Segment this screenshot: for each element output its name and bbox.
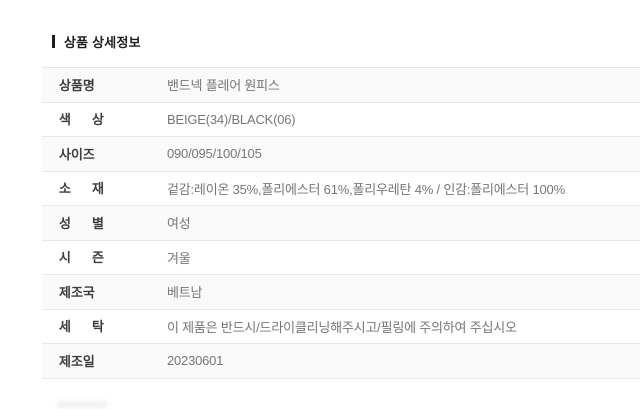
section-header: 상품 상세정보 bbox=[52, 33, 141, 50]
cutoff-next-section-artifact bbox=[57, 401, 107, 408]
table-row-product-name: 상품명 밴드넥 플레어 원피스 bbox=[42, 68, 640, 103]
row-label: 세 탁 bbox=[59, 319, 104, 335]
row-label: 사이즈 bbox=[59, 146, 95, 162]
row-label: 제조국 bbox=[59, 284, 95, 300]
row-label-cell: 제조일 bbox=[42, 351, 167, 371]
row-label-cell: 성 별 bbox=[42, 213, 167, 233]
row-label-cell: 제조국 bbox=[42, 282, 167, 302]
table-row-country: 제조국 베트남 bbox=[42, 275, 640, 310]
row-value: 이 제품은 반드시/드라이클리닝해주시고/필링에 주의하여 주십시오 bbox=[167, 319, 517, 335]
row-value: 겨울 bbox=[167, 250, 191, 266]
row-value: BEIGE(34)/BLACK(06) bbox=[167, 111, 296, 127]
row-label-cell: 소 재 bbox=[42, 178, 167, 198]
table-row-size: 사이즈 090/095/100/105 bbox=[42, 137, 640, 172]
product-spec-table: 상품명 밴드넥 플레어 원피스 색 상 BEIGE(34)/BLACK(06) … bbox=[42, 67, 640, 379]
row-label: 소 재 bbox=[59, 181, 104, 197]
table-row-manufacture-date: 제조일 20230601 bbox=[42, 344, 640, 379]
table-row-color: 색 상 BEIGE(34)/BLACK(06) bbox=[42, 102, 640, 137]
table-row-season: 시 즌 겨울 bbox=[42, 240, 640, 275]
row-label: 제조일 bbox=[59, 353, 95, 369]
row-label: 색 상 bbox=[59, 112, 104, 128]
section-title: 상품 상세정보 bbox=[64, 34, 141, 50]
title-accent-bar-icon bbox=[52, 34, 55, 48]
table-row-gender: 성 별 여성 bbox=[42, 206, 640, 241]
row-value: 밴드넥 플레어 원피스 bbox=[167, 78, 280, 94]
row-value: 20230601 bbox=[167, 353, 224, 369]
row-label-cell: 세 탁 bbox=[42, 316, 167, 336]
row-value: 090/095/100/105 bbox=[167, 146, 262, 162]
row-label-cell: 시 즌 bbox=[42, 247, 167, 267]
row-label: 시 즌 bbox=[59, 250, 104, 266]
table-row-washing: 세 탁 이 제품은 반드시/드라이클리닝해주시고/필링에 주의하여 주십시오 bbox=[42, 309, 640, 344]
row-value: 여성 bbox=[167, 216, 191, 232]
row-label-cell: 상품명 bbox=[42, 75, 167, 95]
row-label: 성 별 bbox=[59, 215, 104, 231]
row-label-cell: 색 상 bbox=[42, 109, 167, 129]
row-value: 베트남 bbox=[167, 285, 203, 301]
row-label-cell: 사이즈 bbox=[42, 144, 167, 164]
row-value: 겉감:레이온 35%,폴리에스터 61%,폴리우레탄 4% / 인감:폴리에스터… bbox=[167, 181, 565, 197]
table-row-material: 소 재 겉감:레이온 35%,폴리에스터 61%,폴리우레탄 4% / 인감:폴… bbox=[42, 171, 640, 206]
row-label: 상품명 bbox=[59, 77, 95, 93]
